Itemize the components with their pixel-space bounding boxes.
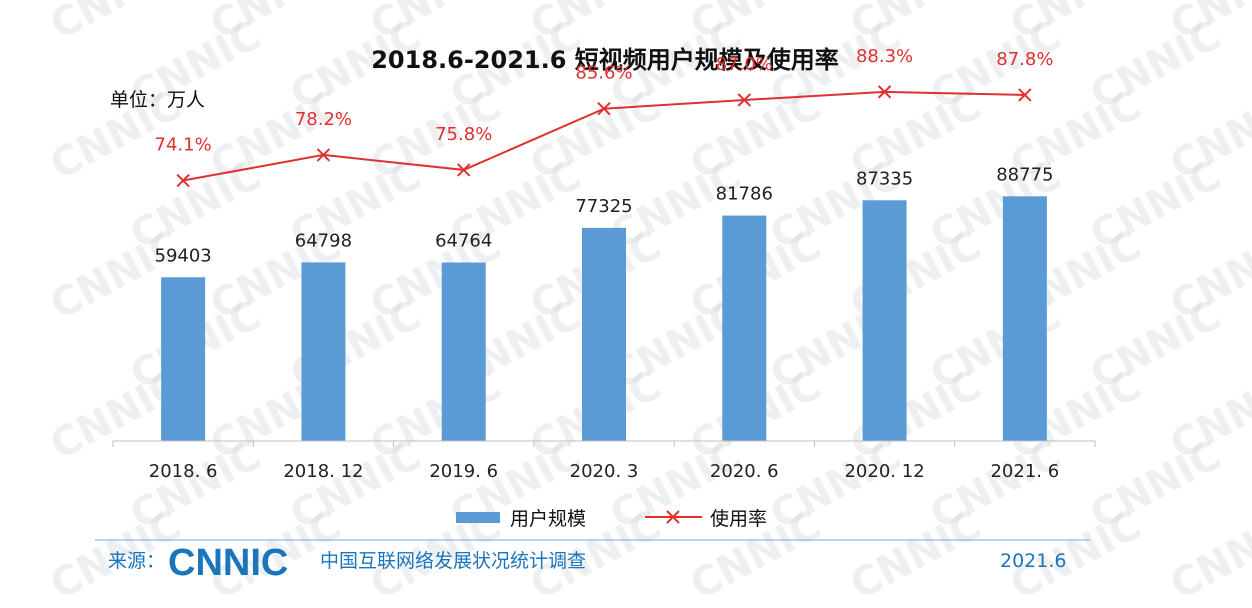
source-org: 中国互联网络发展状况统计调查 [320,550,586,572]
x-tick-label: 2018. 12 [283,461,363,482]
rate-label: 78.2% [295,109,352,130]
bar-value-label: 88775 [996,164,1053,185]
rate-marker [737,93,751,107]
x-tick-label: 2019. 6 [429,461,498,482]
rate-label: 75.8% [435,124,492,145]
bar [441,262,486,441]
bar [301,262,346,441]
x-tick-label: 2018. 6 [149,461,218,482]
bar-value-label: 64798 [295,230,352,251]
x-tick-label: 2020. 12 [844,461,924,482]
rate-marker [316,148,331,162]
rate-label: 74.1% [155,135,212,156]
bar-value-label: 81786 [716,184,773,205]
legend-x-marker-icon [666,510,680,524]
rate-marker [1018,88,1032,102]
rate-marker [597,102,611,116]
x-axis-ticks [112,441,1096,447]
rate-markers [176,85,1032,188]
bar [862,200,907,441]
source-date: 2021.6 [1000,550,1066,572]
bar-value-label: 64764 [435,230,492,251]
bar [161,277,206,441]
bar [722,215,767,441]
rate-label: 88.3% [856,46,913,67]
x-tick-label: 2020. 6 [710,461,779,482]
watermark-text: CNNIC [1163,502,1252,608]
bar-value-label: 77325 [575,196,632,217]
bar [1002,196,1047,441]
legend-swatch-bar [456,512,500,523]
watermark-text: CNNIC [43,0,189,49]
rate-marker [176,173,190,188]
rate-label: 87.8% [996,49,1053,70]
legend-x-marker [666,510,680,524]
legend-label-bar: 用户规模 [510,508,586,530]
x-axis-labels: 2018. 6 2018. 12 2019. 6 2020. 3 2020. 6 2020… [149,461,1059,482]
bar-value-labels: 59403 64798 64764 77325 81786 87335 88775 [155,164,1054,266]
x-tick-label: 2020. 3 [570,461,639,482]
bar [582,227,626,441]
source-label: 来源： [108,550,165,572]
cnnic-logo: CNNIC [168,542,288,584]
bar-series [161,196,1047,441]
bar-value-label: 87335 [856,168,913,189]
rate-label: 87.0% [716,54,773,75]
rate-marker [877,85,892,99]
legend: 用户规模 使用率 [456,508,767,530]
rate-marker [457,163,471,177]
rate-labels: 74.1% 78.2% 75.8% 85.6% 87.0% 88.3% 87.8% [155,46,1054,156]
legend-label-line: 使用率 [710,508,767,530]
watermark-text: CNNIC [843,502,989,608]
unit-label: 单位：万人 [110,89,205,111]
x-tick-label: 2021. 6 [990,461,1059,482]
rate-label: 85.6% [575,63,632,84]
bar-value-label: 59403 [155,245,212,266]
chart-title: 2018.6-2021.6 短视频用户规模及使用率 [371,46,839,74]
